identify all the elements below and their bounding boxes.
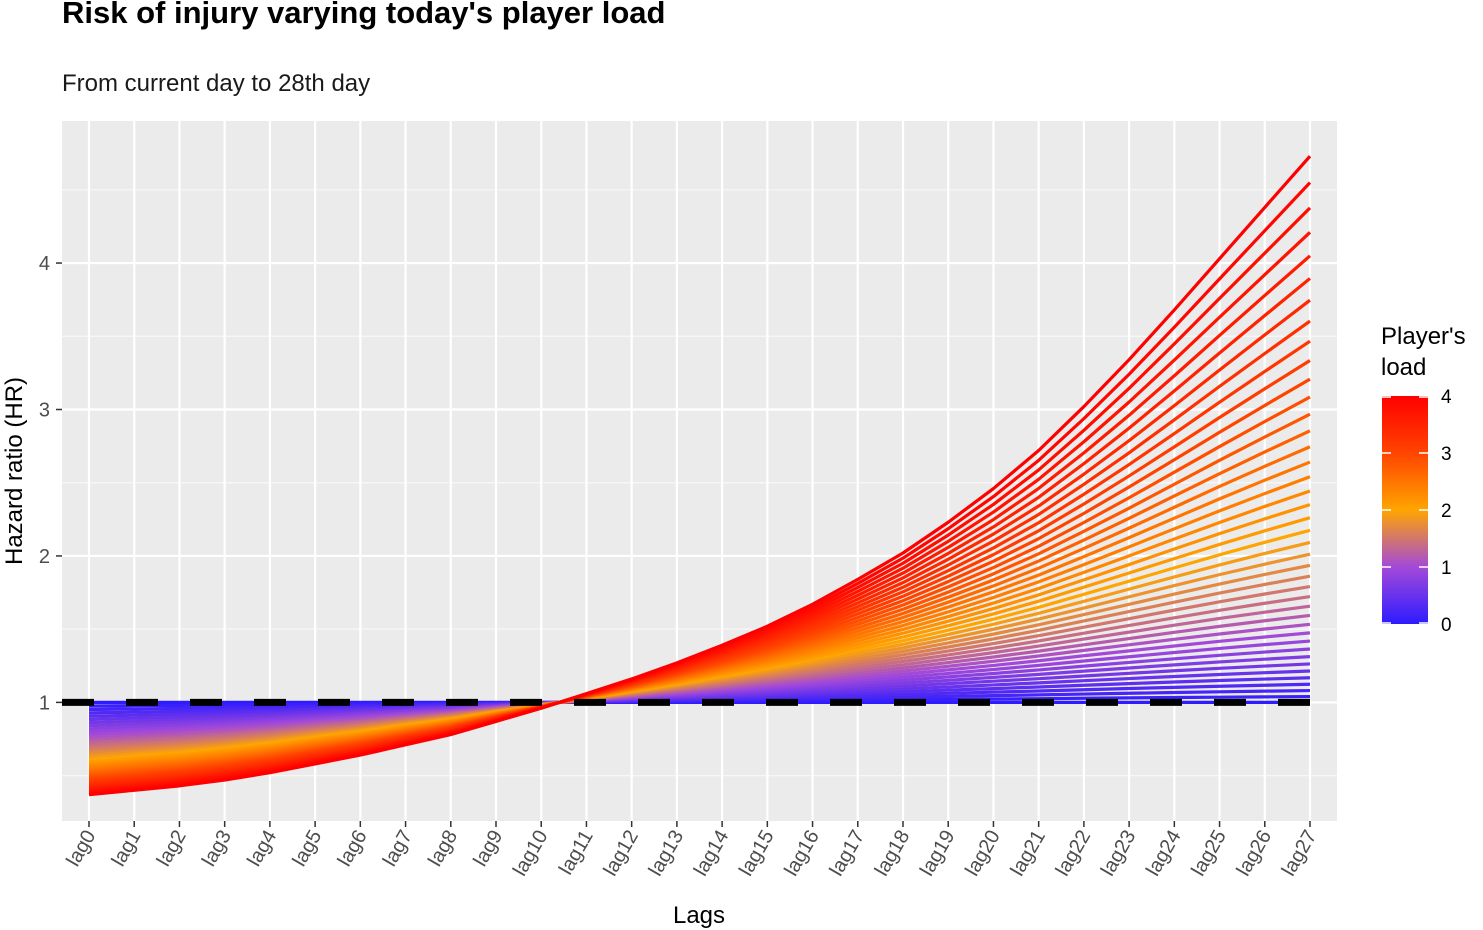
legend-tick-label: 4 <box>1441 387 1452 408</box>
x-tick-label: lag22 <box>1052 827 1096 880</box>
x-tick-label: lag12 <box>599 827 643 880</box>
x-tick-label: lag8 <box>424 827 462 871</box>
y-axis-ticks: 1 2 3 4 <box>39 253 62 714</box>
x-tick-label: lag19 <box>916 827 960 880</box>
x-tick-label: lag15 <box>735 827 779 880</box>
x-tick-label: lag2 <box>153 827 191 871</box>
y-tick-label: 3 <box>39 399 50 421</box>
x-axis-title: Lags <box>673 902 725 929</box>
legend-title-line-1: Player's <box>1381 323 1466 350</box>
chart-title: Risk of injury varying today's player lo… <box>62 0 666 30</box>
x-tick-label: lag18 <box>871 827 915 880</box>
x-tick-label: lag20 <box>961 827 1005 880</box>
legend-tick-label: 0 <box>1441 615 1452 636</box>
x-tick-label: lag16 <box>780 827 824 880</box>
x-tick-label: lag10 <box>509 827 553 880</box>
x-tick-label: lag9 <box>469 827 507 871</box>
x-tick-label: lag1 <box>108 827 146 871</box>
x-tick-label: lag13 <box>645 827 689 880</box>
x-tick-label: lag6 <box>334 827 372 871</box>
legend-title-line-2: load <box>1381 354 1426 381</box>
x-tick-label: lag5 <box>288 827 326 871</box>
legend: Player's load 4 3 2 1 0 <box>1381 323 1466 636</box>
x-tick-label: lag24 <box>1142 827 1186 880</box>
x-tick-label: lag3 <box>198 827 236 871</box>
y-axis-title: Hazard ratio (HR) <box>1 377 28 565</box>
legend-tick-label: 2 <box>1441 501 1452 522</box>
x-tick-label: lag17 <box>826 827 870 880</box>
chart-subtitle: From current day to 28th day <box>62 70 371 97</box>
x-tick-label: lag4 <box>243 827 281 871</box>
x-tick-label: lag21 <box>1006 827 1050 880</box>
legend-tick-label: 1 <box>1441 558 1452 579</box>
x-tick-label: lag7 <box>379 827 417 871</box>
x-tick-label: lag27 <box>1278 827 1322 880</box>
y-tick-label: 1 <box>39 692 50 714</box>
legend-ticks: 4 3 2 1 0 <box>1382 387 1452 636</box>
series-line <box>88 155 1312 797</box>
y-tick-label: 2 <box>39 546 50 568</box>
x-tick-label: lag25 <box>1187 827 1231 880</box>
y-tick-label: 4 <box>39 253 50 275</box>
x-tick-label: lag26 <box>1233 827 1277 880</box>
x-tick-label: lag23 <box>1097 827 1141 880</box>
x-tick-label: lag11 <box>555 827 598 879</box>
legend-tick-label: 3 <box>1441 444 1452 465</box>
x-axis-ticks: lag0 lag1 lag2 lag3 lag4 lag5 lag6 lag7 lag8 lag9… <box>62 821 1321 880</box>
x-tick-label: lag0 <box>62 827 100 871</box>
x-tick-label: lag14 <box>690 827 734 880</box>
grid-minor <box>62 189 1337 777</box>
